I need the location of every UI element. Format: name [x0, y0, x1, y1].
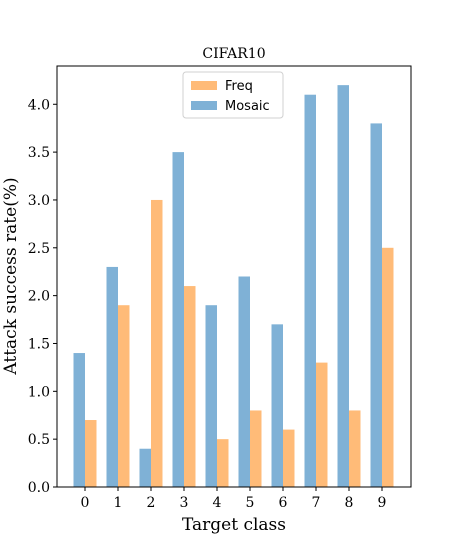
bar-freq-2 [151, 199, 163, 488]
y-tick-label: 4.0 [28, 97, 50, 113]
x-tick-label: 3 [180, 495, 189, 511]
x-tick-label: 5 [246, 495, 255, 511]
bar-freq-1 [118, 305, 130, 487]
legend-swatch-freq [191, 81, 217, 90]
y-tick-label: 0.5 [28, 432, 50, 448]
bar-mosaic-1 [106, 266, 118, 487]
bar-mosaic-4 [205, 305, 217, 487]
bars-group [73, 85, 394, 488]
y-tick-label: 2.0 [28, 289, 50, 305]
bar-freq-0 [85, 420, 97, 487]
x-tick-label: 2 [147, 495, 156, 511]
y-axis: 0.0 0.5 1.0 1.5 2.0 2.5 3.0 3.5 4.0 [28, 97, 57, 496]
bar-mosaic-8 [337, 85, 349, 488]
bar-freq-3 [184, 286, 196, 487]
legend-label-freq: Freq [225, 79, 253, 94]
x-tick-label: 6 [279, 495, 288, 511]
y-tick-label: 1.5 [28, 336, 50, 352]
bar-mosaic-7 [304, 94, 316, 488]
bar-freq-5 [250, 410, 262, 487]
x-tick-label: 8 [345, 495, 354, 511]
legend: Freq Mosaic [182, 71, 284, 119]
bar-mosaic-9 [370, 123, 382, 487]
y-axis-title: Attack success rate(%) [1, 177, 21, 375]
y-tick-label: 3.5 [28, 145, 50, 161]
bar-freq-6 [283, 429, 295, 487]
y-tick-label: 0.0 [28, 480, 50, 496]
bar-freq-9 [382, 247, 394, 487]
plot-frame [56, 65, 412, 488]
bar-mosaic-5 [238, 276, 250, 487]
y-tick-label: 1.0 [28, 384, 50, 400]
bar-mosaic-0 [73, 353, 85, 487]
bar-freq-7 [316, 362, 328, 487]
y-tick-label: 3.0 [28, 193, 50, 209]
y-tick-label: 2.5 [28, 241, 50, 257]
bar-freq-4 [217, 439, 229, 487]
x-tick-label: 7 [312, 495, 321, 511]
bar-mosaic-3 [172, 152, 184, 487]
bar-mosaic-6 [271, 324, 283, 487]
x-tick-label: 0 [81, 495, 90, 511]
x-axis: 0 1 2 3 4 5 6 7 8 9 [81, 487, 387, 511]
legend-label-mosaic: Mosaic [225, 99, 270, 114]
x-tick-label: 1 [114, 495, 123, 511]
legend-swatch-mosaic [191, 101, 217, 110]
bar-freq-8 [349, 410, 361, 487]
bar-mosaic-2 [139, 448, 151, 487]
x-tick-label: 4 [213, 495, 222, 511]
x-tick-label: 9 [378, 495, 387, 511]
x-axis-title: Target class [182, 515, 286, 535]
chart-title: CIFAR10 [202, 46, 265, 62]
